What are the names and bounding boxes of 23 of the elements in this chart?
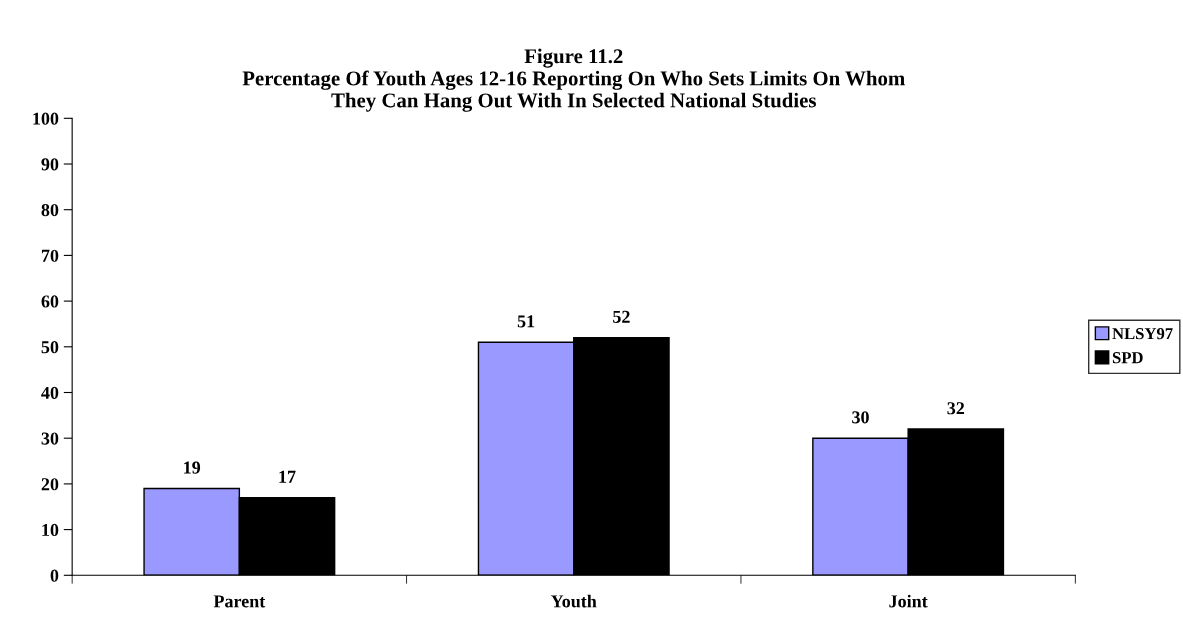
x-tick-label: Parent: [213, 595, 266, 608]
y-tick-label: 20: [41, 478, 59, 491]
data-label: 30: [852, 411, 869, 424]
y-tick-label: 10: [42, 523, 59, 537]
y-tick-label: 70: [41, 249, 59, 262]
y-tick-label: 90: [41, 158, 59, 171]
x-tick-label: Youth: [551, 594, 597, 608]
data-label: 51: [517, 315, 535, 328]
y-tick-label: 40: [41, 386, 59, 399]
y-tick-label: 60: [41, 295, 59, 308]
legend-label: NLSY97: [1112, 328, 1173, 340]
y-tick-label: 80: [41, 203, 59, 217]
chart-title: Figure 11.2 Percentage Of Youth Ages 12-16 Reporting On Who Sets Limits On Whom They Can Hang Out With In Selected National Studies: [242, 48, 905, 112]
data-label: 17: [279, 470, 296, 483]
x-tick-label: Joint: [889, 594, 928, 608]
y-tick-label: 30: [41, 432, 59, 445]
y-tick-label: 0: [50, 569, 59, 582]
data-label: 52: [613, 310, 630, 323]
y-tick-label: 100: [33, 112, 59, 125]
y-tick-label: 50: [41, 341, 59, 354]
data-label: 32: [947, 402, 965, 415]
data-label: 19: [184, 461, 201, 474]
legend-label: SPD: [1112, 352, 1143, 364]
